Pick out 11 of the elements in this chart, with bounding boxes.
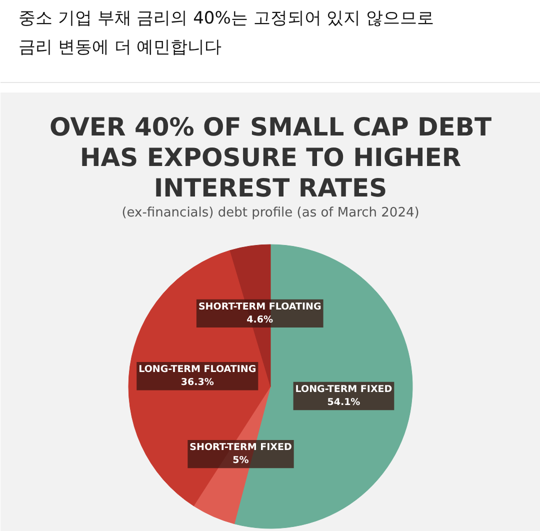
slice-label: LONG-TERM FLOATING (138, 364, 256, 375)
data-label: 36.3% (180, 377, 214, 388)
slice-label: SHORT-TERM FIXED (190, 442, 292, 453)
data-label: 4.6% (246, 314, 274, 326)
chart-title: 중소 기업 부채 금리의 40%는 고정되어 있지 않으므로 금리 변동에 더 예민합니다 (18, 8, 434, 58)
data-label: 54.1% (327, 397, 361, 408)
chart-subtitle: OVER 40% OF SMALL CAP DEBT HAS EXPOSURE TO HIGHER INTEREST RATES (50, 112, 492, 202)
slice-label: SHORT-TERM FLOATING (198, 301, 322, 312)
data-label: 5% (232, 455, 250, 466)
text: (ex-financials) debt profile (as of March 2024) (122, 206, 420, 220)
slice-label: LONG-TERM FIXED (295, 384, 392, 395)
